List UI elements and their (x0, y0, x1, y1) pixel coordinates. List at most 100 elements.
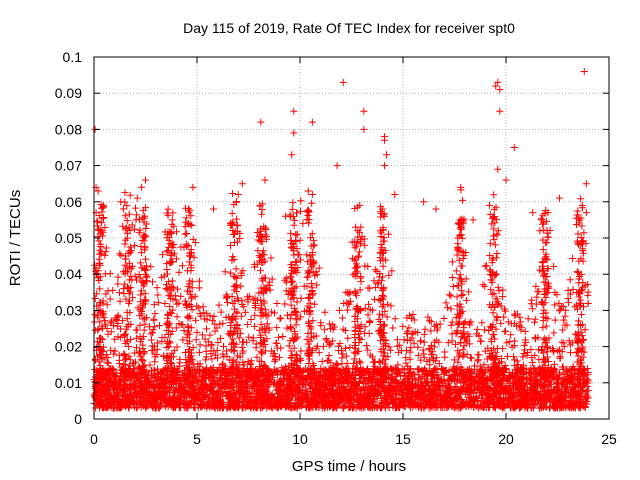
data-point (153, 284, 161, 292)
data-point (245, 333, 253, 341)
data-point (541, 387, 549, 395)
data-point (191, 238, 199, 246)
data-point (208, 341, 216, 349)
data-point (297, 347, 305, 355)
data-point (435, 360, 443, 368)
data-point (117, 251, 125, 259)
data-point (564, 377, 572, 385)
data-point (580, 229, 588, 237)
data-point (289, 392, 297, 400)
data-point (485, 327, 493, 335)
data-point (330, 372, 338, 380)
data-point (463, 350, 471, 358)
data-point (406, 355, 414, 363)
data-point (345, 402, 353, 410)
data-point (221, 362, 229, 370)
data-point (445, 367, 453, 375)
data-point (465, 288, 473, 296)
data-point (377, 233, 385, 241)
data-point (387, 365, 395, 373)
data-point (211, 327, 219, 335)
data-point (559, 326, 567, 334)
data-point (220, 353, 228, 361)
data-point (109, 322, 117, 330)
data-point (499, 286, 507, 294)
data-point (271, 309, 279, 317)
data-point (151, 370, 159, 378)
data-point (535, 365, 543, 373)
data-point (526, 384, 534, 392)
data-point (310, 241, 318, 249)
data-point (147, 330, 155, 338)
data-point (494, 227, 502, 235)
data-point (179, 336, 187, 344)
data-point (511, 337, 519, 345)
data-point (483, 374, 491, 382)
data-point (161, 299, 169, 307)
data-point (148, 402, 156, 410)
data-point (387, 302, 395, 310)
data-point (506, 383, 514, 391)
data-point (533, 293, 541, 301)
data-point (420, 350, 428, 358)
data-point (504, 375, 512, 383)
data-point (338, 314, 346, 322)
data-point (417, 356, 425, 364)
data-point (380, 394, 388, 402)
data-point (277, 344, 285, 352)
data-point (528, 305, 536, 313)
data-point (95, 212, 103, 220)
data-point (206, 331, 214, 339)
data-point (573, 268, 581, 276)
data-point (154, 369, 162, 377)
data-point (142, 314, 150, 322)
data-point (444, 339, 452, 347)
data-point (208, 355, 216, 363)
data-point (297, 256, 305, 264)
data-point (150, 342, 158, 350)
data-point (174, 285, 182, 293)
data-point (166, 382, 174, 390)
data-point (234, 404, 242, 412)
data-point (530, 386, 538, 394)
data-point (195, 277, 203, 285)
data-point (556, 352, 564, 360)
data-point (269, 371, 277, 379)
data-point (224, 372, 232, 380)
data-point (281, 300, 289, 308)
data-point (584, 371, 592, 379)
data-point (203, 310, 211, 318)
data-point (118, 317, 126, 325)
data-point (560, 375, 568, 383)
data-point (374, 280, 382, 288)
data-point (115, 289, 123, 297)
data-point (510, 353, 518, 361)
data-point (437, 399, 445, 407)
data-point (192, 316, 200, 324)
data-point (428, 348, 436, 356)
data-point (398, 365, 406, 373)
data-point (400, 336, 408, 344)
data-point (117, 334, 125, 342)
data-point (385, 343, 393, 351)
data-point (317, 319, 325, 327)
data-point (244, 380, 252, 388)
data-point (284, 311, 292, 319)
data-point (565, 337, 573, 345)
data-point (372, 382, 380, 390)
data-point (561, 321, 569, 329)
data-point (195, 348, 203, 356)
data-point (183, 376, 191, 384)
data-point (121, 399, 129, 407)
data-point (207, 350, 215, 358)
data-point (114, 319, 122, 327)
data-point (251, 263, 259, 271)
data-point (161, 333, 169, 341)
data-point (303, 208, 311, 216)
data-point (150, 315, 158, 323)
data-point (276, 315, 284, 323)
data-point (204, 338, 212, 346)
data-point (384, 300, 392, 308)
data-point (388, 267, 396, 275)
data-point (434, 374, 442, 382)
